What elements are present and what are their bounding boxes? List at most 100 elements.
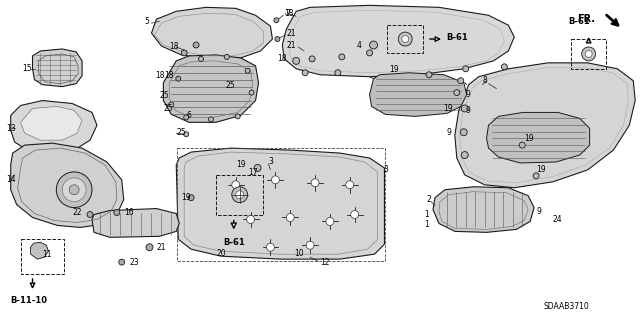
Polygon shape [11, 100, 97, 153]
Circle shape [266, 243, 275, 251]
Text: 15: 15 [22, 64, 32, 73]
Circle shape [339, 54, 345, 60]
Circle shape [311, 179, 319, 187]
Text: 10: 10 [294, 249, 304, 258]
Text: B-61: B-61 [568, 17, 589, 26]
Circle shape [146, 244, 153, 251]
Text: 9: 9 [466, 90, 470, 99]
Circle shape [209, 117, 213, 122]
Bar [387, 25, 423, 53]
Polygon shape [455, 63, 636, 188]
Text: 16: 16 [124, 208, 133, 217]
Text: 3: 3 [383, 166, 388, 174]
Text: 25: 25 [160, 91, 170, 100]
Circle shape [236, 191, 244, 199]
Circle shape [249, 90, 254, 95]
Circle shape [193, 42, 199, 48]
Circle shape [369, 41, 378, 49]
Polygon shape [31, 242, 49, 259]
Text: 1: 1 [424, 220, 429, 229]
Text: 13: 13 [6, 124, 15, 133]
Text: 3: 3 [268, 158, 273, 167]
Circle shape [245, 68, 250, 73]
Text: 23: 23 [130, 258, 140, 267]
Circle shape [275, 37, 280, 41]
Text: 2: 2 [426, 195, 431, 204]
Circle shape [184, 115, 189, 120]
Circle shape [454, 90, 460, 96]
Text: 8: 8 [483, 76, 487, 85]
Circle shape [274, 18, 279, 23]
Bar [571, 39, 607, 69]
Bar [216, 175, 264, 214]
Circle shape [398, 32, 412, 46]
Polygon shape [282, 5, 515, 77]
Circle shape [460, 129, 467, 136]
Circle shape [463, 66, 468, 72]
Text: 6: 6 [186, 111, 191, 120]
Text: 17: 17 [248, 168, 259, 177]
Polygon shape [486, 112, 589, 163]
Circle shape [56, 172, 92, 208]
Text: 18: 18 [284, 9, 294, 18]
Text: 21: 21 [286, 29, 296, 38]
Text: 1: 1 [424, 210, 429, 219]
Circle shape [292, 57, 300, 64]
Text: 24: 24 [553, 215, 563, 224]
Text: 19: 19 [181, 193, 191, 202]
Circle shape [181, 50, 187, 56]
Text: 11: 11 [42, 250, 52, 259]
Circle shape [533, 173, 539, 179]
Text: B-61: B-61 [446, 33, 468, 41]
Text: 19: 19 [536, 166, 546, 174]
Text: 21: 21 [287, 41, 296, 49]
Circle shape [519, 142, 525, 148]
Polygon shape [33, 49, 82, 87]
Polygon shape [433, 187, 534, 232]
Polygon shape [20, 107, 82, 140]
Circle shape [461, 105, 468, 112]
Text: 9: 9 [447, 128, 452, 137]
Circle shape [346, 181, 354, 189]
Polygon shape [152, 7, 273, 59]
Circle shape [225, 55, 229, 59]
Text: 19: 19 [236, 160, 246, 169]
Circle shape [402, 36, 409, 42]
Circle shape [69, 185, 79, 195]
Text: B-61: B-61 [223, 238, 244, 247]
Circle shape [426, 72, 432, 78]
Polygon shape [176, 148, 385, 259]
Circle shape [335, 70, 341, 76]
Circle shape [582, 47, 596, 61]
Circle shape [501, 64, 508, 70]
Circle shape [119, 259, 125, 265]
Circle shape [62, 178, 86, 202]
Bar [20, 239, 64, 274]
Text: B-11-10: B-11-10 [11, 296, 48, 305]
Circle shape [236, 114, 240, 119]
Circle shape [176, 76, 180, 81]
Text: 19: 19 [444, 104, 453, 113]
Text: 19: 19 [390, 65, 399, 74]
Text: 25: 25 [226, 81, 236, 90]
Polygon shape [92, 209, 179, 237]
Circle shape [271, 176, 279, 184]
Text: 25: 25 [176, 128, 186, 137]
Text: SDAAB3710: SDAAB3710 [543, 302, 589, 311]
Circle shape [184, 132, 189, 137]
Text: 18: 18 [155, 71, 164, 80]
Circle shape [585, 50, 592, 57]
Text: 14: 14 [6, 175, 15, 184]
Circle shape [188, 195, 194, 201]
Text: 21: 21 [156, 243, 166, 252]
Circle shape [198, 56, 204, 61]
Circle shape [254, 165, 261, 171]
Text: 12: 12 [320, 258, 330, 267]
Circle shape [461, 152, 468, 159]
Circle shape [87, 211, 93, 218]
Circle shape [351, 211, 358, 219]
Text: 18: 18 [276, 54, 286, 63]
Circle shape [326, 218, 334, 226]
Circle shape [232, 187, 248, 203]
Text: 19: 19 [524, 134, 534, 143]
